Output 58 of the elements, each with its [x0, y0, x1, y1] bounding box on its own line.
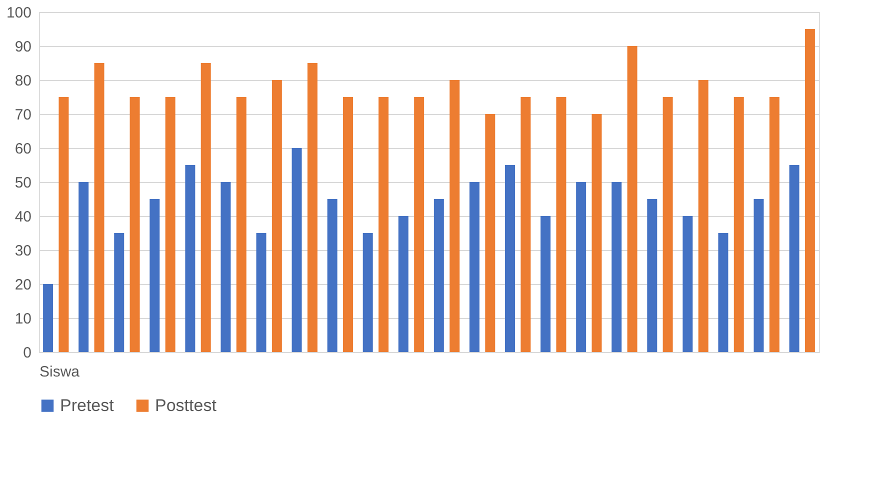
bar [272, 80, 282, 352]
bar [627, 46, 638, 352]
bar [734, 97, 744, 352]
y-tick-label: 100 [6, 4, 32, 22]
bar [200, 63, 211, 352]
bar [540, 216, 551, 352]
y-tick-label: 20 [14, 276, 32, 294]
bar [647, 199, 658, 352]
bar [718, 233, 728, 352]
y-tick-label: 0 [23, 344, 32, 362]
bar [256, 233, 266, 352]
x-axis-title: Siswa [40, 364, 80, 380]
bar [165, 97, 176, 352]
bar [789, 165, 800, 352]
bar [414, 97, 424, 352]
bar [343, 97, 353, 352]
bar [505, 165, 515, 352]
bar [185, 165, 196, 352]
bar [78, 182, 89, 352]
bar [576, 182, 586, 352]
bar [292, 148, 302, 352]
bar [520, 97, 531, 352]
bar [662, 97, 673, 352]
bar [307, 63, 318, 352]
bar [150, 199, 160, 352]
bar [469, 182, 480, 352]
bar [58, 97, 69, 352]
y-tick-label: 60 [14, 140, 32, 158]
y-tick-label: 90 [14, 38, 32, 56]
y-tick-label: 30 [14, 242, 32, 260]
bar [327, 199, 338, 352]
legend-label: Posttest [155, 396, 217, 415]
bar [682, 216, 693, 352]
bar [769, 97, 780, 352]
bar [362, 233, 373, 352]
y-tick-label: 10 [14, 310, 32, 328]
bar [94, 63, 104, 352]
bar [130, 97, 140, 352]
bar [398, 216, 408, 352]
bar [450, 80, 460, 352]
bar [698, 80, 708, 352]
bar [114, 233, 124, 352]
bar [485, 114, 496, 352]
y-tick-label: 70 [14, 106, 32, 124]
bar [754, 199, 764, 352]
bar [804, 29, 815, 352]
y-tick-label: 80 [14, 72, 32, 90]
bar [434, 199, 444, 352]
y-tick-label: 40 [14, 208, 32, 226]
legend-label: Pretest [60, 396, 114, 415]
y-tick-label: 50 [14, 174, 32, 192]
bar [556, 97, 566, 352]
bar [220, 182, 231, 352]
bar [378, 97, 389, 352]
bar [236, 97, 246, 352]
bar [612, 182, 622, 352]
bar [43, 284, 54, 352]
bar [592, 114, 602, 352]
